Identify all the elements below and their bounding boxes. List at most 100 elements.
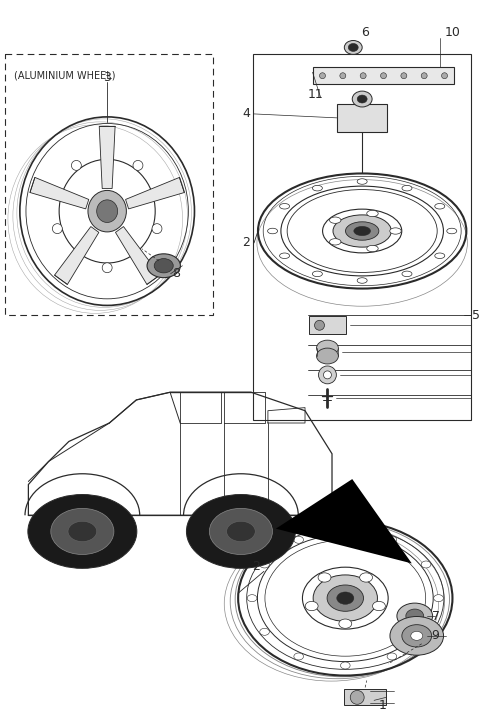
Text: 7: 7 [432,610,440,623]
Ellipse shape [397,603,432,629]
Ellipse shape [147,254,180,278]
Ellipse shape [337,592,354,604]
Circle shape [314,320,324,330]
Ellipse shape [333,215,391,247]
Text: 5: 5 [472,309,480,322]
Circle shape [133,161,143,171]
Ellipse shape [267,228,277,234]
Ellipse shape [352,91,372,107]
Polygon shape [116,227,160,284]
Bar [344,690,386,706]
Ellipse shape [279,253,289,258]
Ellipse shape [357,278,367,283]
Ellipse shape [294,653,303,660]
Ellipse shape [227,521,255,541]
Ellipse shape [260,561,269,568]
Ellipse shape [357,95,367,103]
Ellipse shape [209,508,273,554]
Ellipse shape [360,573,372,582]
Ellipse shape [402,185,412,191]
Ellipse shape [318,573,331,582]
Ellipse shape [68,521,96,541]
Polygon shape [126,177,184,209]
Ellipse shape [434,595,444,602]
Ellipse shape [402,271,412,276]
Ellipse shape [348,43,358,51]
Ellipse shape [279,204,289,209]
Circle shape [320,73,325,78]
Bar [253,55,471,420]
Circle shape [340,73,346,78]
Text: 1: 1 [379,699,387,712]
Circle shape [152,224,162,233]
Ellipse shape [402,625,432,647]
Ellipse shape [435,253,445,258]
Circle shape [52,224,62,233]
Ellipse shape [305,601,318,611]
Ellipse shape [316,340,338,356]
Ellipse shape [357,179,367,184]
Ellipse shape [340,662,350,669]
Ellipse shape [329,217,341,223]
Circle shape [102,263,112,273]
Bar [5,55,213,315]
Text: 2: 2 [252,560,260,573]
Ellipse shape [96,200,118,222]
Circle shape [319,366,336,384]
Ellipse shape [247,595,257,602]
Ellipse shape [447,228,457,234]
Bar [312,67,455,84]
Ellipse shape [340,527,350,534]
Ellipse shape [344,40,362,55]
Circle shape [421,73,427,78]
Polygon shape [276,479,412,564]
Text: (ALUMINIUM WHEEL): (ALUMINIUM WHEEL) [14,71,115,80]
Text: 6: 6 [361,26,369,39]
Ellipse shape [294,536,303,544]
Ellipse shape [421,561,431,568]
Circle shape [381,73,386,78]
Circle shape [401,73,407,78]
Circle shape [442,73,447,78]
Polygon shape [99,126,115,189]
Ellipse shape [421,629,431,635]
Text: 2: 2 [242,236,250,249]
Ellipse shape [367,210,378,217]
Polygon shape [55,227,99,284]
Ellipse shape [327,585,363,611]
Circle shape [360,73,366,78]
Ellipse shape [387,536,397,544]
Ellipse shape [367,246,378,252]
Ellipse shape [312,185,323,191]
Text: 10: 10 [444,26,460,39]
Ellipse shape [435,204,445,209]
Polygon shape [30,177,89,209]
Ellipse shape [154,258,173,273]
Ellipse shape [312,271,323,276]
Text: 9: 9 [432,629,440,642]
Ellipse shape [329,238,341,245]
Text: 4: 4 [242,107,250,120]
Ellipse shape [346,222,379,240]
Ellipse shape [88,190,126,232]
Bar [337,104,387,132]
Circle shape [324,371,331,379]
Ellipse shape [390,616,444,655]
Text: 11: 11 [308,88,324,101]
Ellipse shape [354,226,371,235]
Ellipse shape [316,348,338,364]
Ellipse shape [186,495,295,568]
Circle shape [350,690,364,704]
Ellipse shape [260,629,269,635]
Ellipse shape [372,601,385,611]
Ellipse shape [313,575,377,621]
Ellipse shape [411,631,423,640]
Ellipse shape [387,653,397,660]
Circle shape [72,161,81,171]
Ellipse shape [51,508,114,554]
Text: 8: 8 [172,267,180,280]
Ellipse shape [339,619,352,629]
Bar [309,316,346,334]
Ellipse shape [28,495,137,568]
Ellipse shape [406,609,424,623]
